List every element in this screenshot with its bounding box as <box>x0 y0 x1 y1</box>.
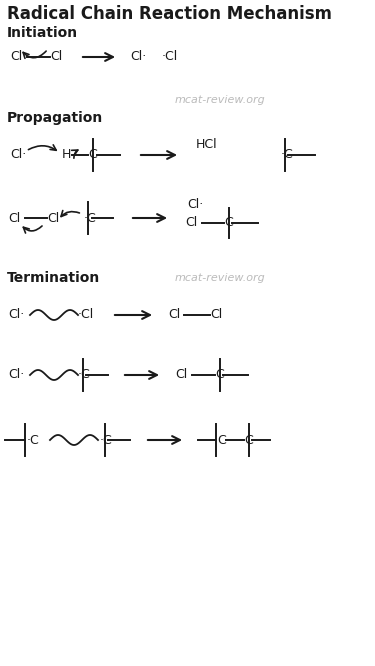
Text: HCl: HCl <box>196 139 217 151</box>
Text: Cl: Cl <box>10 51 22 63</box>
Text: ·C: ·C <box>84 212 97 224</box>
Text: ·C: ·C <box>281 149 294 161</box>
Text: Cl·: Cl· <box>10 149 26 161</box>
Text: mcat-review.org: mcat-review.org <box>175 95 266 105</box>
Text: Cl: Cl <box>8 212 20 224</box>
Text: Initiation: Initiation <box>7 26 78 40</box>
Text: Cl: Cl <box>168 308 180 322</box>
Text: mcat-review.org: mcat-review.org <box>175 273 266 283</box>
Text: H: H <box>62 149 71 161</box>
Text: ·C: ·C <box>78 368 91 382</box>
Text: Cl·: Cl· <box>130 51 146 63</box>
Text: Cl: Cl <box>175 368 187 382</box>
Text: Cl: Cl <box>210 308 222 322</box>
Text: ·Cl: ·Cl <box>78 308 94 322</box>
Text: C: C <box>224 216 233 230</box>
Text: C: C <box>88 149 97 161</box>
Text: Cl·: Cl· <box>8 368 24 382</box>
Text: C: C <box>215 368 224 382</box>
Text: C: C <box>244 434 253 446</box>
Text: Cl·: Cl· <box>187 198 203 210</box>
Text: Termination: Termination <box>7 271 100 285</box>
Text: Radical Chain Reaction Mechanism: Radical Chain Reaction Mechanism <box>7 5 332 23</box>
Text: Cl: Cl <box>185 216 197 230</box>
Text: Cl: Cl <box>47 212 59 224</box>
Text: C: C <box>217 434 226 446</box>
Text: ·C: ·C <box>100 434 113 446</box>
Text: Propagation: Propagation <box>7 111 103 125</box>
Text: Cl·: Cl· <box>8 308 24 322</box>
Text: ·C: ·C <box>27 434 40 446</box>
Text: Cl: Cl <box>50 51 62 63</box>
Text: ·Cl: ·Cl <box>162 51 178 63</box>
